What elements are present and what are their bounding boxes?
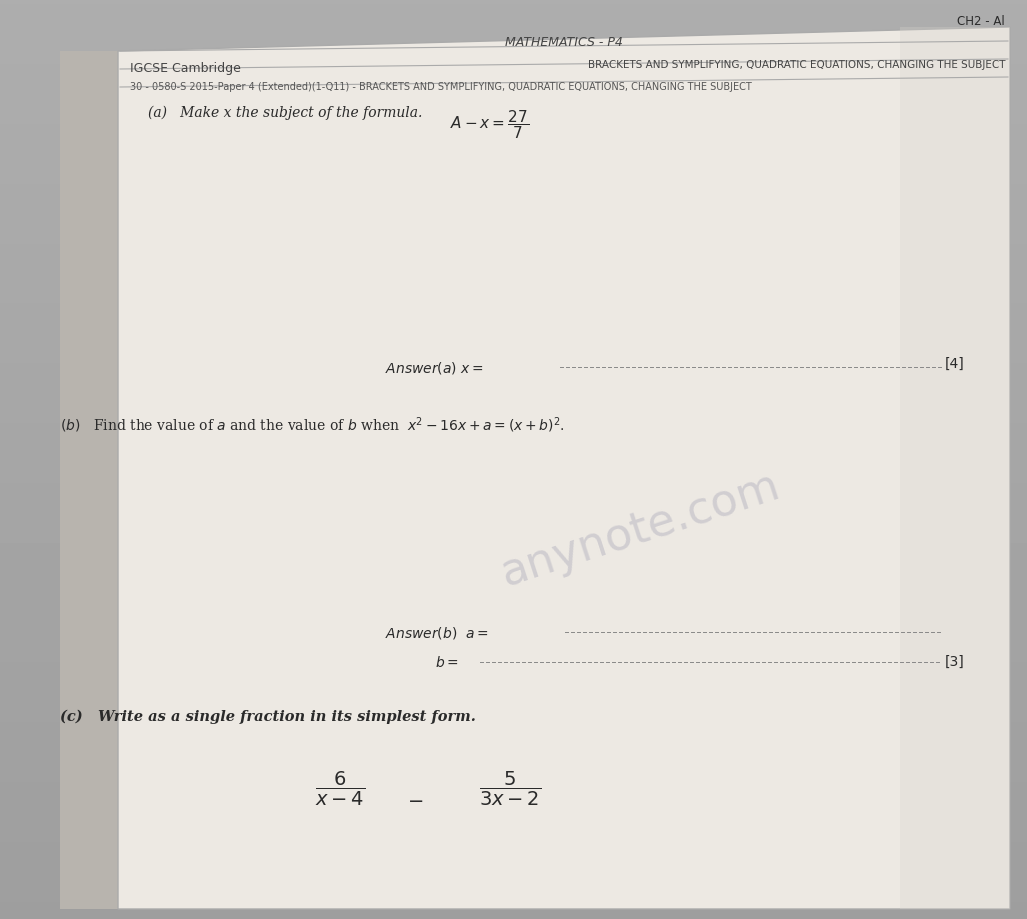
Text: BRACKETS AND SYMPLIFYING, QUADRATIC EQUATIONS, CHANGING THE SUBJECT: BRACKETS AND SYMPLIFYING, QUADRATIC EQUA… (587, 60, 1005, 70)
Text: anynote.com: anynote.com (495, 464, 785, 595)
Text: $\dfrac{6}{x-4}$: $\dfrac{6}{x-4}$ (315, 769, 366, 807)
Text: $\dfrac{5}{3x-2}$: $\dfrac{5}{3x-2}$ (479, 769, 541, 807)
Text: (c)   Write as a single fraction in its simplest form.: (c) Write as a single fraction in its si… (60, 709, 476, 723)
Polygon shape (118, 28, 1010, 909)
Polygon shape (60, 52, 118, 909)
Text: 30 - 0580-S 2015-Paper 4 (Extended)(1-Q11) - BRACKETS AND SYMPLIFYING, QUADRATIC: 30 - 0580-S 2015-Paper 4 (Extended)(1-Q1… (130, 82, 752, 92)
Text: $\mathit{Answer(b)\ \ a =}$: $\mathit{Answer(b)\ \ a =}$ (385, 624, 489, 641)
Text: [3]: [3] (945, 654, 964, 668)
Text: $-$: $-$ (407, 789, 423, 808)
Text: MATHEMATICS - P4: MATHEMATICS - P4 (505, 36, 623, 49)
Polygon shape (900, 28, 1010, 909)
Text: CH2 - Al: CH2 - Al (957, 15, 1005, 28)
Text: [4]: [4] (945, 357, 964, 370)
Text: (a)   Make x the subject of the formula.: (a) Make x the subject of the formula. (148, 106, 422, 120)
Text: $\mathit{b =}$: $\mathit{b =}$ (435, 654, 459, 669)
Text: $A-x=\dfrac{27}{7}$: $A-x=\dfrac{27}{7}$ (450, 108, 529, 141)
Text: $\mathit{(b)\quad}$Find the value of $\mathit{a}$ and the value of $\mathit{b}$ : $\mathit{(b)\quad}$Find the value of $\m… (60, 414, 565, 434)
Text: IGCSE Cambridge: IGCSE Cambridge (130, 62, 241, 75)
Text: $\mathit{Answer(a)\ x =}$: $\mathit{Answer(a)\ x =}$ (385, 359, 484, 376)
